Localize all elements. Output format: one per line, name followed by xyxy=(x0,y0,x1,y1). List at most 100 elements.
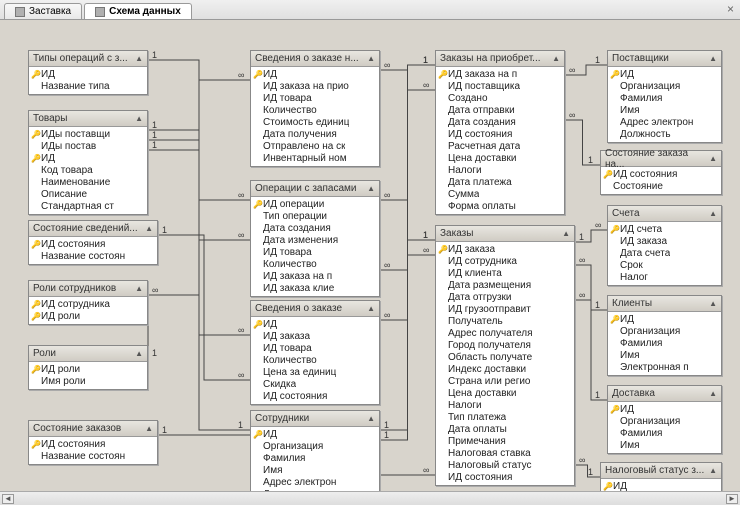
table-t_roles[interactable]: Роли▲🔑ИД ролиИмя роли xyxy=(28,345,148,390)
field-row[interactable]: ИД товара xyxy=(253,342,377,354)
field-row[interactable]: 🔑ИД состояния xyxy=(31,438,155,450)
field-row[interactable]: Дата отгрузки xyxy=(438,291,572,303)
scroll-right-button[interactable]: ► xyxy=(726,494,738,504)
field-row[interactable]: Тип операции xyxy=(253,210,377,222)
field-row[interactable]: Отправлено на ск xyxy=(253,140,377,152)
field-row[interactable]: Название состоян xyxy=(31,450,155,462)
collapse-icon[interactable]: ▲ xyxy=(135,349,143,358)
field-row[interactable]: Состояние xyxy=(603,180,719,192)
table-header[interactable]: Налоговый статус з...▲ xyxy=(601,463,721,479)
collapse-icon[interactable]: ▲ xyxy=(367,184,375,193)
field-row[interactable]: Адрес электрон xyxy=(610,116,719,128)
table-t_goods[interactable]: Товары▲🔑ИДы поставщиИДы постав🔑ИДКод тов… xyxy=(28,110,148,215)
field-row[interactable]: 🔑ИД xyxy=(31,68,145,80)
collapse-icon[interactable]: ▲ xyxy=(145,224,153,233)
collapse-icon[interactable]: ▲ xyxy=(709,154,717,163)
table-t_order_det[interactable]: Сведения о заказе▲🔑ИДИД заказаИД товараК… xyxy=(250,300,380,405)
field-row[interactable]: Цена доставки xyxy=(438,152,562,164)
field-row[interactable]: Код товара xyxy=(31,164,145,176)
field-row[interactable]: ИД товара xyxy=(253,92,377,104)
collapse-icon[interactable]: ▲ xyxy=(367,54,375,63)
field-row[interactable]: ИД заказа xyxy=(253,330,377,342)
table-header[interactable]: Состояние заказов▲ xyxy=(29,421,157,437)
field-row[interactable]: Организация xyxy=(610,325,719,337)
field-row[interactable]: Скидка xyxy=(253,378,377,390)
table-t_order_state[interactable]: Состояние заказов▲🔑ИД состоянияНазвание … xyxy=(28,420,158,465)
field-row[interactable]: ИД грузоотправит xyxy=(438,303,572,315)
collapse-icon[interactable]: ▲ xyxy=(367,304,375,313)
field-row[interactable]: ИД поставщика xyxy=(438,80,562,92)
field-row[interactable]: Название типа xyxy=(31,80,145,92)
field-row[interactable]: Фамилия xyxy=(253,452,377,464)
field-row[interactable]: Расчетная дата xyxy=(438,140,562,152)
field-row[interactable]: Дата отправки xyxy=(438,104,562,116)
field-row[interactable]: ИД товара xyxy=(253,246,377,258)
table-header[interactable]: Операции с запасами▲ xyxy=(251,181,379,197)
field-row[interactable]: 🔑ИДы поставщи xyxy=(31,128,145,140)
field-row[interactable]: 🔑ИД xyxy=(253,318,377,330)
field-row[interactable]: Имя xyxy=(253,464,377,476)
field-row[interactable]: Дата создания xyxy=(438,116,562,128)
collapse-icon[interactable]: ▲ xyxy=(135,114,143,123)
table-header[interactable]: Заказы▲ xyxy=(436,226,574,242)
field-row[interactable]: Организация xyxy=(253,440,377,452)
collapse-icon[interactable]: ▲ xyxy=(709,389,717,398)
table-t_state_info[interactable]: Состояние сведений...▲🔑ИД состоянияНазва… xyxy=(28,220,158,265)
field-row[interactable]: 🔑ИД счета xyxy=(610,223,719,235)
field-row[interactable]: ИД заказа на п xyxy=(253,270,377,282)
collapse-icon[interactable]: ▲ xyxy=(562,229,570,238)
field-row[interactable]: 🔑ИД сотрудника xyxy=(31,298,145,310)
table-t_emp_roles[interactable]: Роли сотрудников▲🔑ИД сотрудника🔑ИД роли xyxy=(28,280,148,325)
field-row[interactable]: 🔑ИД xyxy=(253,428,377,440)
table-t_optypes[interactable]: Типы операций с з...▲🔑ИДНазвание типа xyxy=(28,50,148,95)
schema-canvas[interactable]: 1∞1∞1∞1∞1∞∞11∞1∞∞1∞1∞1∞11∞1∞∞1∞11∞∞1∞1∞1… xyxy=(0,20,740,491)
table-t_stock_ops[interactable]: Операции с запасами▲🔑ИД операцииТип опер… xyxy=(250,180,380,297)
field-row[interactable]: Дата оплаты xyxy=(438,423,572,435)
field-row[interactable]: Фамилия xyxy=(610,337,719,349)
field-row[interactable]: Получатель xyxy=(438,315,572,327)
field-row[interactable]: Сумма xyxy=(438,188,562,200)
field-row[interactable]: 🔑ИД xyxy=(610,403,719,415)
field-row[interactable]: Описание xyxy=(31,188,145,200)
field-row[interactable]: Количество xyxy=(253,104,377,116)
table-header[interactable]: Сотрудники▲ xyxy=(251,411,379,427)
table-header[interactable]: Состояние заказа на...▲ xyxy=(601,151,721,167)
table-header[interactable]: Роли▲ xyxy=(29,346,147,362)
field-row[interactable]: Тип платежа xyxy=(438,411,572,423)
field-row[interactable]: Фамилия xyxy=(610,427,719,439)
field-row[interactable]: ИД сотрудника xyxy=(438,255,572,267)
table-header[interactable]: Роли сотрудников▲ xyxy=(29,281,147,297)
field-row[interactable]: 🔑ИД роли xyxy=(31,363,145,375)
field-row[interactable]: 🔑ИД состояния xyxy=(31,238,155,250)
table-t_clients[interactable]: Клиенты▲🔑ИДОрганизацияФамилияИмяЭлектрон… xyxy=(607,295,722,376)
table-t_purch_state[interactable]: Состояние заказа на...▲🔑ИД состоянияСост… xyxy=(600,150,722,195)
collapse-icon[interactable]: ▲ xyxy=(709,209,717,218)
field-row[interactable]: Цена за единиц xyxy=(253,366,377,378)
collapse-icon[interactable]: ▲ xyxy=(145,424,153,433)
field-row[interactable]: Создано xyxy=(438,92,562,104)
collapse-icon[interactable]: ▲ xyxy=(709,54,717,63)
field-row[interactable]: Налоги xyxy=(438,164,562,176)
tab-0[interactable]: Заставка xyxy=(4,3,82,19)
field-row[interactable]: Страна или регио xyxy=(438,375,572,387)
table-header[interactable]: Поставщики▲ xyxy=(608,51,721,67)
field-row[interactable]: Дата изменения xyxy=(253,234,377,246)
table-t_suppliers[interactable]: Поставщики▲🔑ИДОрганизацияФамилияИмяАдрес… xyxy=(607,50,722,143)
horizontal-scrollbar[interactable]: ◄ ► xyxy=(0,491,740,505)
field-row[interactable]: Фамилия xyxy=(610,92,719,104)
field-row[interactable]: ИД состояния xyxy=(438,471,572,483)
field-row[interactable]: Адрес получателя xyxy=(438,327,572,339)
field-row[interactable]: Срок xyxy=(610,259,719,271)
table-t_orders[interactable]: Заказы▲🔑ИД заказаИД сотрудникаИД клиента… xyxy=(435,225,575,486)
collapse-icon[interactable]: ▲ xyxy=(709,299,717,308)
table-t_invoices[interactable]: Счета▲🔑ИД счетаИД заказаДата счетаСрокНа… xyxy=(607,205,722,286)
field-row[interactable]: Инвентарный ном xyxy=(253,152,377,164)
field-row[interactable]: 🔑ИД xyxy=(610,68,719,80)
field-row[interactable]: Налоговый статус xyxy=(438,459,572,471)
collapse-icon[interactable]: ▲ xyxy=(135,54,143,63)
field-row[interactable]: Налоговая ставка xyxy=(438,447,572,459)
field-row[interactable]: 🔑ИД xyxy=(610,313,719,325)
field-row[interactable]: Имя xyxy=(610,349,719,361)
field-row[interactable]: Наименование xyxy=(31,176,145,188)
scroll-left-button[interactable]: ◄ xyxy=(2,494,14,504)
